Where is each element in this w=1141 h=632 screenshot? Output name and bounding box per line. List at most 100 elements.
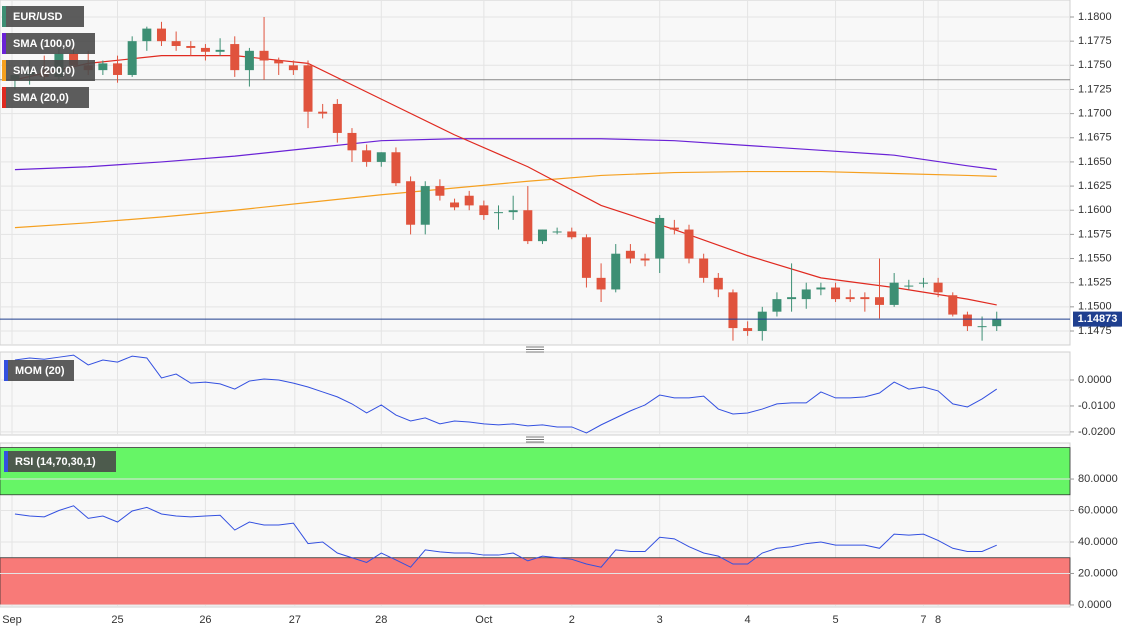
candle-body bbox=[875, 297, 885, 305]
candle-body bbox=[948, 295, 958, 315]
last-price-label: 1.14873 bbox=[1078, 313, 1118, 325]
y-tick-label: 1.1700 bbox=[1078, 108, 1112, 120]
candle-body bbox=[156, 28, 166, 42]
candle-body bbox=[831, 287, 841, 300]
candle-body bbox=[230, 44, 240, 71]
x-tick-label: 25 bbox=[111, 614, 123, 626]
candle-body bbox=[98, 63, 108, 71]
candle-body bbox=[464, 195, 474, 206]
splitter[interactable] bbox=[526, 436, 544, 443]
candle-body bbox=[787, 297, 797, 300]
candle-body bbox=[684, 229, 694, 259]
candle-body bbox=[508, 210, 518, 213]
candle-body bbox=[962, 314, 972, 327]
candle-body bbox=[523, 210, 533, 242]
candle-body bbox=[772, 299, 782, 312]
sma-line bbox=[14, 138, 997, 171]
y-tick-label: 1.1650 bbox=[1078, 156, 1112, 168]
candle-body bbox=[699, 258, 709, 278]
mom-panel bbox=[0, 351, 1071, 436]
y-tick-label: 1.1550 bbox=[1078, 252, 1112, 264]
y-tick-label: 1.1600 bbox=[1078, 204, 1112, 216]
y-tick-label: 1.1500 bbox=[1078, 301, 1112, 313]
candle-body bbox=[113, 63, 123, 75]
label-stripe bbox=[4, 360, 8, 381]
candle-body bbox=[142, 28, 152, 42]
y-tick-label: -0.0200 bbox=[1078, 426, 1115, 438]
last-price-box bbox=[1073, 311, 1122, 327]
label-box bbox=[2, 33, 95, 54]
y-tick-label: 1.1575 bbox=[1078, 228, 1112, 240]
label-box bbox=[4, 360, 74, 381]
legend-entry: SMA (200,0) bbox=[2, 60, 95, 81]
y-tick-label: 1.1725 bbox=[1078, 83, 1112, 95]
y-tick-label: 1.1475 bbox=[1078, 325, 1112, 337]
candle-body bbox=[420, 186, 430, 225]
candle-body bbox=[713, 277, 723, 290]
candle-body bbox=[655, 217, 665, 259]
x-tick-label: 28 bbox=[375, 614, 387, 626]
candle-body bbox=[728, 292, 738, 329]
candle-body bbox=[669, 227, 679, 230]
x-tick-label: 2 bbox=[569, 614, 575, 626]
candle-body bbox=[904, 285, 914, 287]
candle-body bbox=[640, 258, 650, 261]
indicator-label: MOM (20) bbox=[4, 360, 74, 381]
candle-body bbox=[259, 50, 269, 61]
label-text: MOM (20) bbox=[15, 365, 65, 377]
candle-body bbox=[860, 297, 870, 300]
label-text: SMA (100,0) bbox=[13, 38, 75, 50]
candle-body bbox=[581, 237, 591, 278]
candle-body bbox=[611, 253, 621, 290]
label-text: RSI (14,70,30,1) bbox=[15, 456, 96, 468]
label-stripe bbox=[2, 60, 6, 81]
sma-line bbox=[14, 55, 997, 306]
candle-body bbox=[918, 282, 928, 284]
legend-title: EUR/USD bbox=[2, 6, 84, 27]
candle-body bbox=[567, 231, 577, 238]
candle-body bbox=[347, 132, 357, 151]
candle-body bbox=[845, 297, 855, 300]
x-tick-label: 4 bbox=[745, 614, 751, 626]
candle-body bbox=[303, 65, 313, 112]
y-tick-label: 1.1675 bbox=[1078, 132, 1112, 144]
x-tick-label: 7 bbox=[920, 614, 926, 626]
candle-body bbox=[391, 152, 401, 184]
sma-line bbox=[14, 170, 997, 229]
candle-body bbox=[186, 45, 196, 48]
candle-body bbox=[200, 47, 210, 52]
label-text: SMA (20,0) bbox=[13, 92, 69, 104]
label-stripe bbox=[4, 451, 8, 472]
candle-body bbox=[537, 229, 547, 242]
splitter[interactable] bbox=[526, 346, 544, 353]
candle-body bbox=[933, 282, 943, 293]
x-tick-label: 26 bbox=[199, 614, 211, 626]
label-box bbox=[2, 87, 89, 108]
candle-body bbox=[450, 202, 460, 208]
candle-body bbox=[889, 282, 899, 305]
label-stripe bbox=[2, 87, 6, 108]
label-text: SMA (200,0) bbox=[13, 65, 75, 77]
candle-body bbox=[69, 53, 79, 66]
candle-body bbox=[406, 181, 416, 225]
candle-body bbox=[215, 49, 225, 52]
candle-body bbox=[977, 326, 987, 328]
candle-body bbox=[494, 212, 504, 214]
candle-body bbox=[625, 250, 635, 259]
y-tick-label: 20.0000 bbox=[1078, 567, 1118, 579]
y-tick-label: 1.1800 bbox=[1078, 11, 1112, 23]
main-panel bbox=[0, 0, 1071, 346]
candle-body bbox=[552, 231, 562, 233]
candle-body bbox=[362, 150, 372, 162]
label-text: EUR/USD bbox=[13, 11, 63, 23]
x-tick-label: 3 bbox=[657, 614, 663, 626]
label-box bbox=[2, 6, 84, 27]
x-tick-label: 27 bbox=[289, 614, 301, 626]
x-tick-label: Sep bbox=[2, 614, 22, 626]
y-tick-label: 0.0000 bbox=[1078, 599, 1112, 611]
y-tick-label: 80.0000 bbox=[1078, 473, 1118, 485]
x-tick-label: 5 bbox=[832, 614, 838, 626]
y-tick-label: -0.0100 bbox=[1078, 400, 1115, 412]
